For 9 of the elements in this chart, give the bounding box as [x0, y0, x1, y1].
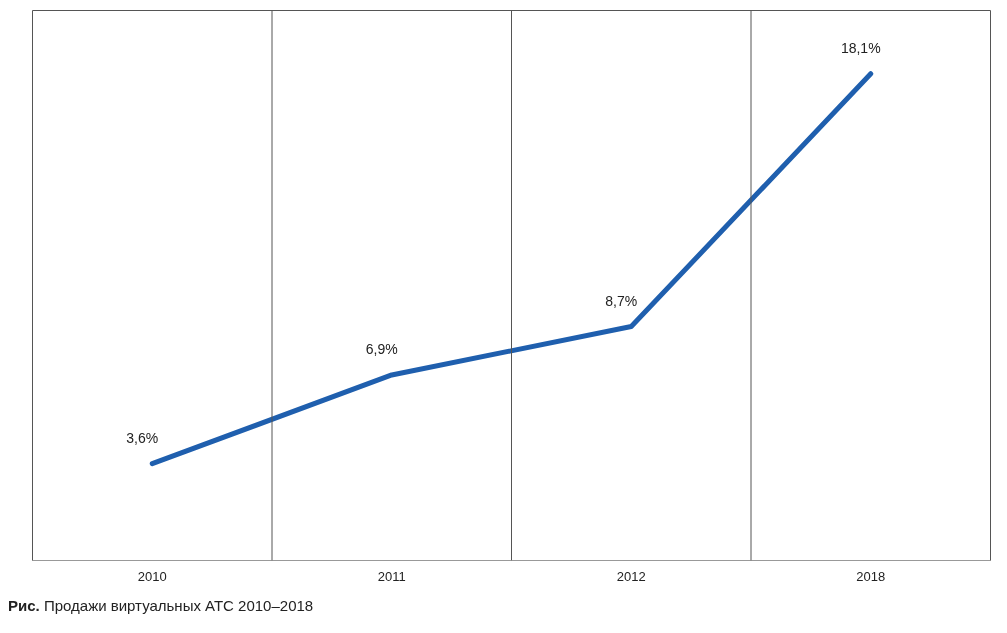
x-tick-label: 2011 [377, 568, 406, 584]
data-label: 6,9% [365, 340, 398, 357]
x-tick-label: 2010 [137, 568, 167, 584]
data-label: 8,7% [605, 292, 638, 309]
data-label: 18,1% [840, 39, 881, 56]
x-tick-label: 2012 [616, 568, 646, 584]
data-label: 3,6% [126, 429, 159, 446]
text: Рис. Продажи виртуальных АТС 2010–2018 [8, 596, 314, 616]
x-tick-label: 2018 [856, 568, 886, 584]
